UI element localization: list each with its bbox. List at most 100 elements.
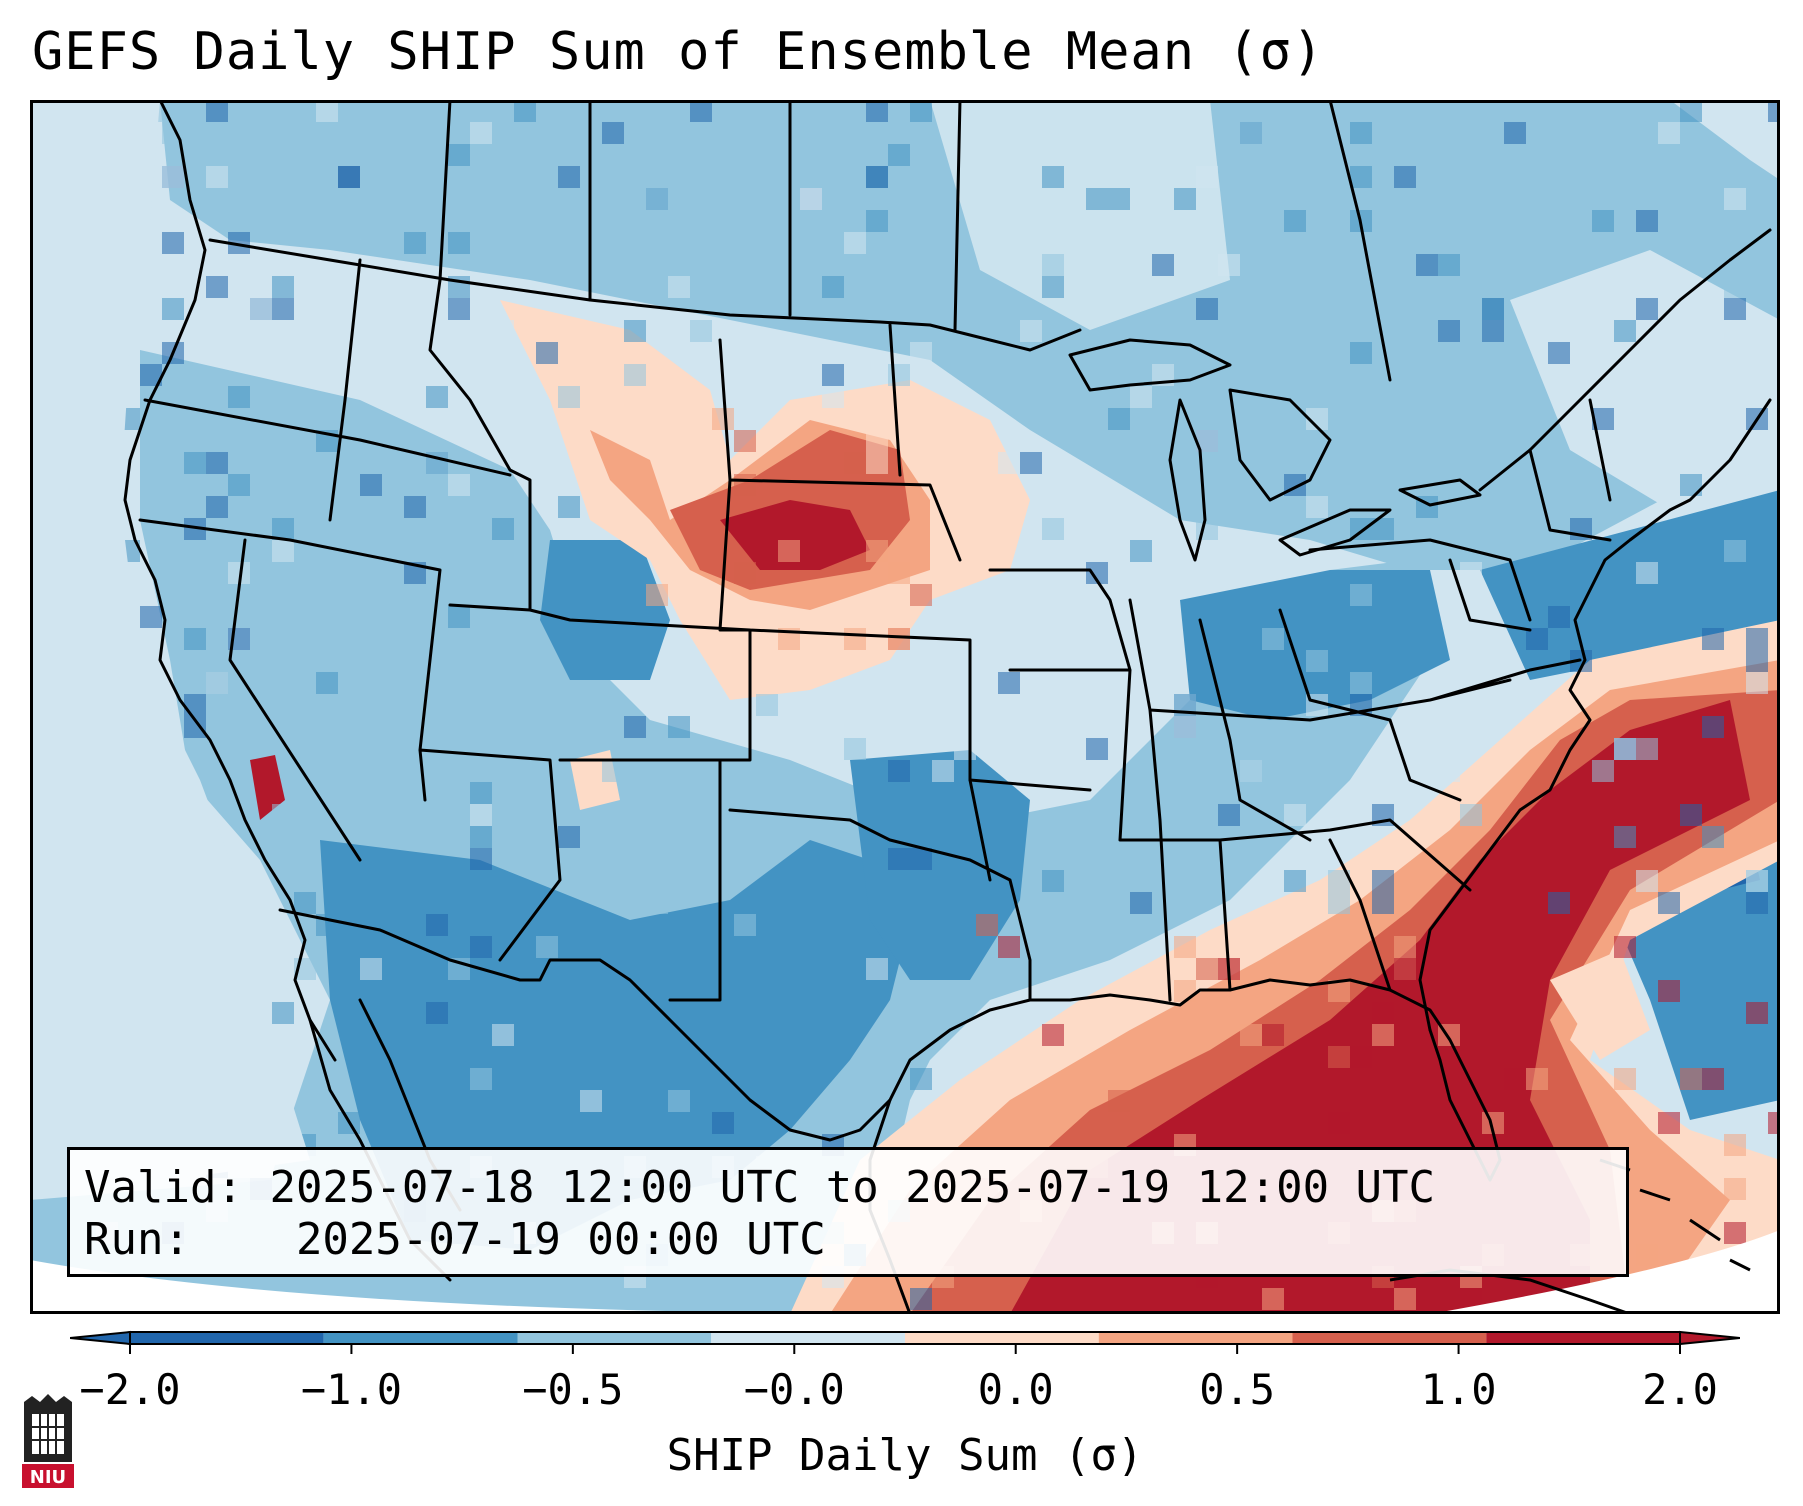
field-grid-cell bbox=[1614, 1068, 1636, 1090]
field-grid-cell bbox=[1614, 936, 1636, 958]
field-grid-cell bbox=[1284, 210, 1306, 232]
field-grid-cell bbox=[1702, 364, 1724, 386]
field-grid-cell bbox=[1658, 386, 1680, 408]
field-grid-cell bbox=[184, 694, 206, 716]
field-grid-cell bbox=[1526, 1068, 1548, 1090]
field-grid-cell bbox=[624, 716, 646, 738]
field-grid-cell bbox=[250, 474, 272, 496]
field-grid-cell bbox=[1460, 562, 1482, 584]
field-grid-cell bbox=[1042, 518, 1064, 540]
field-grid-cell bbox=[1240, 606, 1262, 628]
field-grid-cell bbox=[822, 364, 844, 386]
colorbar-tick-label: 0.0 bbox=[978, 1365, 1054, 1414]
field-grid-cell bbox=[272, 804, 294, 826]
colorbar-segment bbox=[517, 1332, 712, 1344]
field-grid-cell bbox=[492, 1024, 514, 1046]
field-grid-cell bbox=[910, 100, 932, 122]
field-grid-cell bbox=[1680, 1068, 1702, 1090]
field-grid-cell bbox=[1702, 1068, 1724, 1090]
field-grid-cell bbox=[1394, 1288, 1416, 1310]
field-grid-cell bbox=[1372, 518, 1394, 540]
field-grid-cell bbox=[1240, 122, 1262, 144]
field-grid-cell bbox=[1108, 408, 1130, 430]
field-grid-cell bbox=[470, 804, 492, 826]
field-grid-cell bbox=[1086, 738, 1108, 760]
field-grid-cell bbox=[558, 826, 580, 848]
field-grid-cell bbox=[294, 892, 316, 914]
field-grid-cell bbox=[558, 166, 580, 188]
field-grid-cell bbox=[624, 320, 646, 342]
field-grid-cell bbox=[1130, 386, 1152, 408]
field-grid-cell bbox=[1328, 298, 1350, 320]
field-grid-cell bbox=[1328, 870, 1350, 892]
state-lines-central bbox=[728, 398, 1612, 1002]
field-grid-cell bbox=[910, 1068, 932, 1090]
colorbar-extend-low bbox=[70, 1330, 131, 1346]
field-grid-cell bbox=[426, 980, 448, 1002]
field-grid-cell bbox=[1592, 760, 1614, 782]
field-grid-cell bbox=[1702, 628, 1724, 650]
field-grid-cell bbox=[1504, 122, 1526, 144]
field-grid-cell bbox=[1592, 408, 1614, 430]
great-lake-ontario bbox=[1398, 478, 1482, 507]
field-grid-cell bbox=[536, 342, 558, 364]
field-grid-cell bbox=[1526, 628, 1548, 650]
field-grid-cell bbox=[602, 122, 624, 144]
field-grid-cell bbox=[910, 188, 932, 210]
field-grid-cell bbox=[1680, 452, 1702, 474]
field-grid-cell bbox=[272, 276, 294, 298]
valid-run-info-box: Valid: 2025-07-18 12:00 UTC to 2025-07-1… bbox=[67, 1147, 1629, 1277]
field-grid-cell bbox=[1482, 320, 1504, 342]
field-grid-cell bbox=[844, 452, 866, 474]
field-grid-cell bbox=[998, 672, 1020, 694]
field-grid-cell bbox=[1372, 870, 1394, 892]
field-california-red bbox=[250, 755, 285, 820]
field-grid-cell bbox=[734, 474, 756, 496]
field-grid-cell bbox=[1548, 606, 1570, 628]
field-grid-cell bbox=[1636, 210, 1658, 232]
field-grid-cell bbox=[1724, 1134, 1746, 1156]
field-grid-cell bbox=[1306, 650, 1328, 672]
colorbar-tick-label: −2.0 bbox=[79, 1365, 180, 1414]
field-grid-cell bbox=[844, 980, 866, 1002]
field-grid-cell bbox=[1460, 1288, 1482, 1310]
great-lake-huron bbox=[1228, 388, 1332, 502]
field-grid-cell bbox=[690, 320, 712, 342]
field-grid-cell bbox=[1746, 628, 1768, 650]
field-grid-cell bbox=[1658, 980, 1680, 1002]
field-grid-cell bbox=[1174, 936, 1196, 958]
field-grid-cell bbox=[1702, 716, 1724, 738]
field-grid-cell bbox=[1108, 1090, 1130, 1112]
field-grid-cell bbox=[448, 144, 470, 166]
field-grid-cell bbox=[1724, 276, 1746, 298]
field-grid-cell bbox=[910, 342, 932, 364]
field-grid-cell bbox=[272, 540, 294, 562]
field-grid-cell bbox=[844, 628, 866, 650]
map-border bbox=[30, 100, 1780, 1314]
colorbar-tick-label: −0.5 bbox=[522, 1365, 623, 1414]
field-grid-cell bbox=[910, 848, 932, 870]
valid-line: Valid: 2025-07-18 12:00 UTC to 2025-07-1… bbox=[84, 1162, 1435, 1213]
field-grid-cell bbox=[1746, 892, 1768, 914]
field-grid-cell bbox=[932, 540, 954, 562]
field-grid-cell bbox=[470, 1068, 492, 1090]
field-grid-cell bbox=[888, 606, 910, 628]
field-grid-cell bbox=[1394, 166, 1416, 188]
field-grid-cell bbox=[1746, 672, 1768, 694]
valid-label: Valid: bbox=[84, 1162, 243, 1213]
field-grid-cell bbox=[1042, 166, 1064, 188]
field-grid-cell bbox=[558, 122, 580, 144]
field-grid-cell bbox=[712, 1112, 734, 1134]
field-grid-cell bbox=[1240, 1024, 1262, 1046]
field-grid-cell bbox=[1614, 232, 1636, 254]
field-grid-cell bbox=[1636, 298, 1658, 320]
field-quebec-light bbox=[1510, 250, 1780, 510]
field-grid-cell bbox=[206, 166, 228, 188]
field-grid-cell bbox=[1174, 716, 1196, 738]
field-grid-cell bbox=[206, 672, 228, 694]
field-grid-cell bbox=[1372, 1024, 1394, 1046]
field-grid-cell bbox=[1614, 320, 1636, 342]
field-grid-cell bbox=[734, 562, 756, 584]
field-grid-cell bbox=[184, 452, 206, 474]
field-grid-cell bbox=[1724, 1178, 1746, 1200]
